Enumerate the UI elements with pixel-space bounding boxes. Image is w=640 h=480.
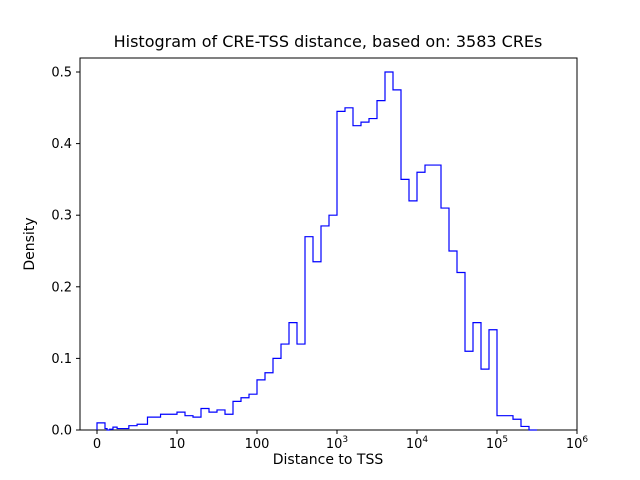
x-tick-label: 0 — [93, 437, 101, 452]
y-tick-label: 0.1 — [51, 352, 72, 367]
x-axis-label: Distance to TSS — [273, 452, 384, 468]
histogram-line — [96, 71, 537, 431]
y-tick-label: 0.2 — [51, 280, 72, 295]
y-tick-label: 0.0 — [51, 424, 72, 439]
y-tick-label: 0.3 — [51, 209, 72, 224]
x-tick-label: 100 — [245, 437, 270, 452]
x-tick-label: 10 — [169, 437, 186, 452]
x-axis: 0 10 100 103 104 105 106 — [93, 430, 589, 452]
x-tick-label: 103 — [326, 435, 348, 452]
plot-area — [79, 57, 578, 431]
y-axis-label: Density — [22, 217, 38, 270]
x-tick-label: 106 — [566, 435, 589, 452]
y-tick-label: 0.4 — [51, 137, 72, 152]
histogram-series — [96, 71, 537, 431]
chart-title: Histogram of CRE-TSS distance, based on:… — [114, 32, 543, 51]
x-tick-label: 105 — [486, 435, 508, 452]
y-tick-label: 0.5 — [51, 66, 72, 81]
y-axis: 0.0 0.1 0.2 0.3 0.4 0.5 — [51, 66, 80, 439]
x-tick-label: 104 — [406, 435, 429, 452]
